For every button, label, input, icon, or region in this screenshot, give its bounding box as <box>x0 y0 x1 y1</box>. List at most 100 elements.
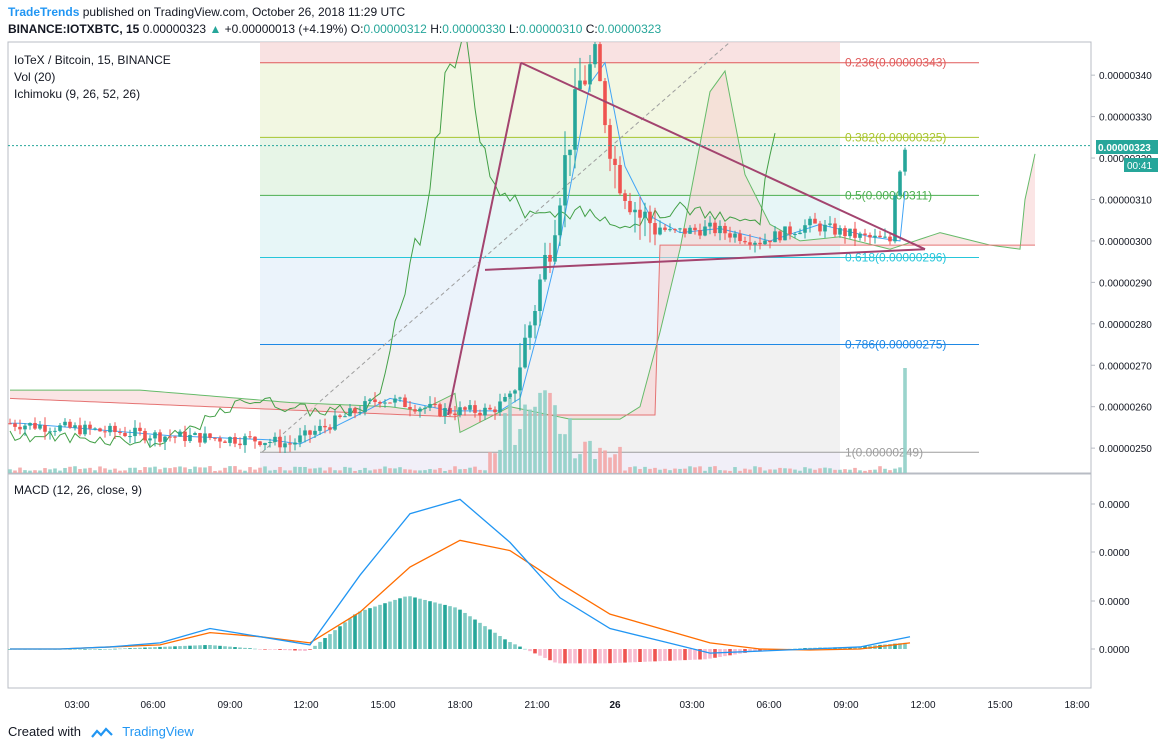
candle-body <box>813 218 817 224</box>
macd-histogram-bar <box>803 648 807 649</box>
macd-histogram-bar <box>703 649 707 660</box>
candle-body <box>493 409 497 413</box>
volume-bar <box>768 469 772 473</box>
high-label: H: <box>430 22 443 36</box>
volume-bar <box>723 470 727 473</box>
candle-body <box>203 433 207 443</box>
macd-histogram-bar <box>293 649 297 651</box>
macd-line <box>10 498 911 654</box>
volume-bar <box>108 469 112 473</box>
volume-bar <box>838 469 842 473</box>
macd-histogram-bar <box>533 649 537 654</box>
volume-bar <box>628 467 632 473</box>
candle-body <box>888 236 892 242</box>
candle-body <box>88 424 92 429</box>
macd-histogram-bar <box>888 644 892 649</box>
volume-bar <box>623 470 627 473</box>
candle-body <box>703 226 707 236</box>
macd-histogram-bar <box>573 649 577 664</box>
macd-histogram-bar <box>693 649 697 660</box>
close-value: 0.00000323 <box>597 22 662 36</box>
candle-body <box>288 443 292 445</box>
macd-histogram-bar <box>283 649 287 651</box>
publish-info: published on TradingView.com, October 26… <box>82 5 406 19</box>
macd-histogram-bar <box>498 636 502 649</box>
volume-bar <box>498 449 502 473</box>
chart-svg[interactable]: 0.236(0.00000343) 0.382(0.00000325) 0.5(0.… <box>0 0 1166 722</box>
volume-bar <box>213 470 217 473</box>
candle-body <box>808 218 812 226</box>
candle-body <box>93 428 97 430</box>
candle-body <box>163 436 167 442</box>
drawings-layer[interactable] <box>447 61 926 416</box>
volume-bar <box>588 440 592 473</box>
macd-tick-label: 0.0000 <box>1099 645 1130 656</box>
candle-body <box>448 408 452 414</box>
macd-histogram-bar <box>648 649 652 662</box>
volume-bar <box>303 466 307 473</box>
candle-body <box>283 443 287 448</box>
candle-body <box>598 44 602 82</box>
candle-body <box>178 431 182 437</box>
x-tick-label: 15:00 <box>987 700 1012 711</box>
macd-histogram-bar <box>378 604 382 649</box>
candle-body <box>28 422 32 426</box>
candle-body <box>463 407 467 410</box>
fib-level-label: 1(0.00000249) <box>845 445 923 459</box>
candle-body <box>588 64 592 85</box>
volume-bar <box>283 470 287 473</box>
macd-histogram-bar <box>618 649 622 663</box>
candle-body <box>228 437 232 443</box>
macd-histogram-bar <box>413 597 417 649</box>
candle-body <box>713 222 717 234</box>
fib-zone <box>260 62 840 138</box>
volume-bar <box>393 468 397 473</box>
volume-bar <box>858 470 862 473</box>
candle-body <box>413 409 417 412</box>
macd-histogram-bar <box>213 645 217 649</box>
candle-body <box>273 436 277 442</box>
high-value: 0.00000330 <box>442 22 506 36</box>
candle-body <box>238 443 242 446</box>
volume-bar <box>518 429 522 473</box>
candle-body <box>13 423 17 427</box>
volume-bar <box>843 469 847 473</box>
candle-body <box>623 193 627 201</box>
author-name[interactable]: TradeTrends <box>8 5 80 19</box>
volume-bar <box>798 470 802 473</box>
macd-histogram-bar <box>243 647 247 649</box>
volume-bar <box>708 466 712 473</box>
candle-body <box>848 228 852 237</box>
volume-bar <box>93 470 97 473</box>
candle-body <box>878 235 882 238</box>
volume-bar <box>268 470 272 473</box>
candle-body <box>158 432 162 442</box>
volume-bar <box>43 468 47 473</box>
candle-body <box>138 427 142 431</box>
volume-bar <box>278 467 282 473</box>
volume-bar <box>773 469 777 473</box>
candle-body <box>743 241 747 243</box>
macd-histogram-bar <box>338 626 342 649</box>
macd-histogram-bar <box>88 649 92 650</box>
candle-body <box>343 416 347 418</box>
volume-bar <box>73 466 77 473</box>
volume-bar <box>418 470 422 473</box>
candle-body <box>73 425 77 428</box>
volume-bar <box>63 467 67 473</box>
candle-body <box>873 235 877 238</box>
candle-body <box>143 430 147 441</box>
candle-body <box>788 226 792 235</box>
volume-bar <box>358 469 362 473</box>
tradingview-link[interactable]: TradingView <box>122 724 194 739</box>
macd-histogram-bar <box>163 646 167 649</box>
volume-bar <box>428 469 432 473</box>
y-tick-label: 0.00000280 <box>1099 320 1152 331</box>
candle-body <box>8 423 12 425</box>
macd-histogram-bar <box>553 649 557 663</box>
macd-histogram-bar <box>108 648 112 650</box>
symbol-line: BINANCE:IOTXBTC, 15 0.00000323 ▲ +0.0000… <box>8 22 661 36</box>
candle-body <box>658 227 662 235</box>
macd-histogram-bar <box>383 603 387 649</box>
volume-bar <box>593 458 597 473</box>
